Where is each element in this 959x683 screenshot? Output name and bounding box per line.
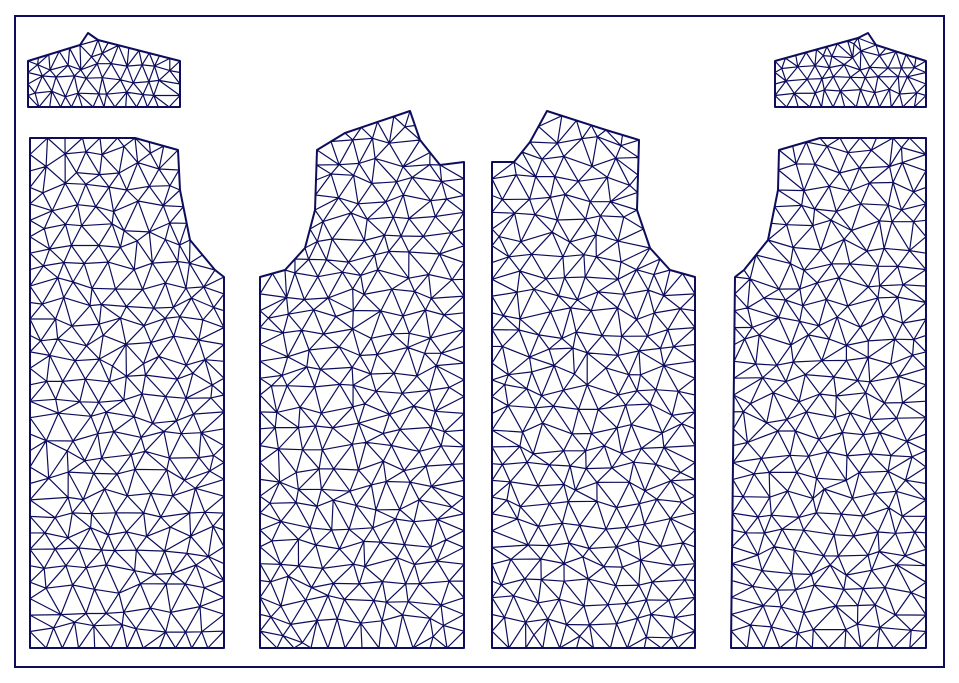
collar-right-triangle-mesh	[774, 32, 927, 108]
back-right-triangle-mesh	[491, 110, 696, 649]
back-left-triangle-mesh	[259, 110, 465, 649]
pattern-piece-front-right	[730, 137, 927, 649]
front-right-outline	[730, 137, 927, 649]
pattern-piece-front-left	[29, 137, 225, 649]
front-right-triangle-mesh	[730, 137, 927, 649]
front-left-triangle-mesh	[29, 137, 225, 649]
pattern-piece-back-right	[491, 110, 696, 649]
collar-left-triangle-mesh	[27, 32, 181, 108]
collar-left-outline	[27, 32, 181, 108]
back-right-outline	[491, 110, 696, 649]
collar-right-outline	[774, 32, 927, 108]
pattern-piece-back-left	[259, 110, 465, 649]
pattern-piece-collar-left	[27, 32, 181, 108]
pattern-piece-collar-right	[774, 32, 927, 108]
pieces-layer	[27, 32, 927, 649]
front-left-outline	[29, 137, 225, 649]
back-left-outline	[259, 110, 465, 649]
sheet-border	[14, 15, 945, 668]
